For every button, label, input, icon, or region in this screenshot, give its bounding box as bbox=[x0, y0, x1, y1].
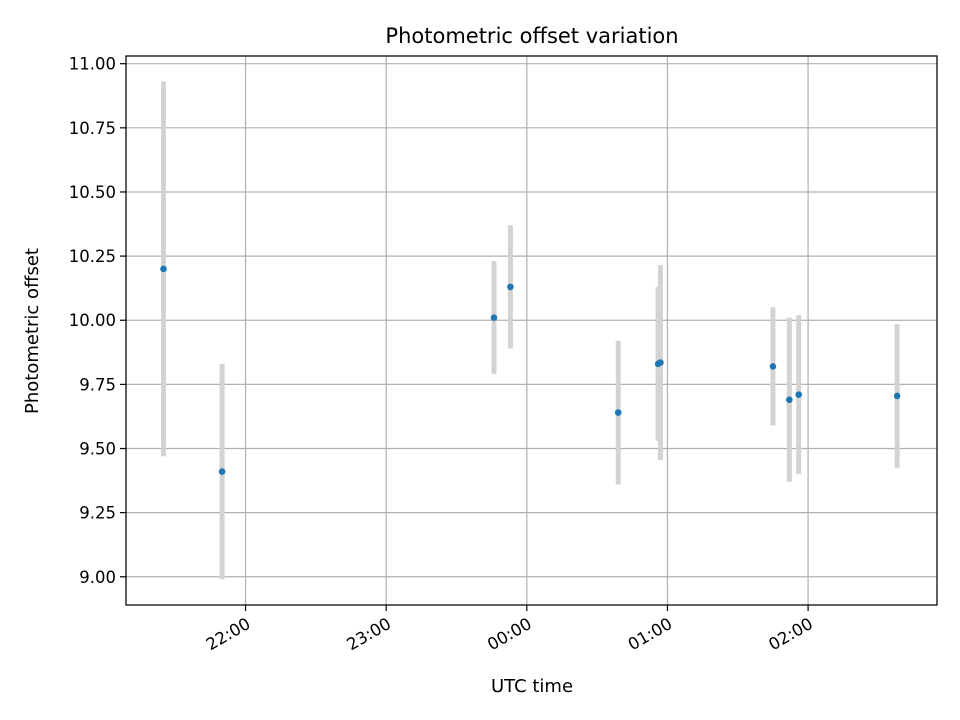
ticks: 22:00 23:00 00:00 01:00 02:00 9.00 9.25 9.50 9.7… bbox=[69, 55, 816, 655]
grid bbox=[126, 56, 937, 605]
data-point bbox=[769, 363, 777, 370]
x-tick-label: 00:00 bbox=[484, 614, 535, 654]
x-tick-label: 01:00 bbox=[625, 614, 676, 654]
errorbars bbox=[161, 81, 900, 580]
plot-frame bbox=[125, 55, 938, 606]
data-point bbox=[490, 314, 498, 321]
y-tick-label: 9.50 bbox=[79, 440, 116, 459]
data-points bbox=[160, 265, 901, 475]
x-tick-label: 02:00 bbox=[765, 614, 816, 654]
data-point bbox=[786, 396, 793, 404]
y-tick-label: 9.00 bbox=[79, 568, 116, 587]
y-tick-label: 10.25 bbox=[69, 247, 116, 266]
data-point bbox=[160, 265, 167, 273]
data-point bbox=[657, 359, 664, 366]
y-tick-label: 9.25 bbox=[79, 504, 116, 523]
y-tick-label: 10.50 bbox=[69, 183, 116, 202]
y-tick-label: 10.75 bbox=[69, 119, 116, 138]
x-tick-label: 22:00 bbox=[203, 614, 254, 654]
data-point bbox=[218, 468, 226, 475]
x-axis-label: UTC time bbox=[491, 676, 573, 697]
y-tick-label: 10.00 bbox=[69, 311, 116, 330]
data-point bbox=[893, 392, 901, 400]
y-tick-label: 9.75 bbox=[79, 375, 116, 394]
y-tick-label: 11.00 bbox=[69, 55, 116, 74]
chart-title: Photometric offset variation bbox=[385, 24, 678, 48]
data-point bbox=[614, 409, 622, 416]
x-tick-label: 23:00 bbox=[343, 614, 394, 654]
y-axis-label: Photometric offset bbox=[22, 248, 43, 414]
data-point bbox=[507, 283, 514, 291]
data-point bbox=[795, 391, 803, 398]
